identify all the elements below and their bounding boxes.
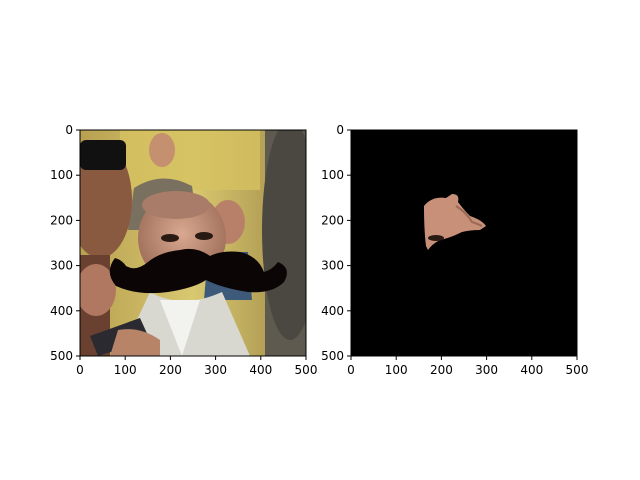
left-ytick-label: 100	[50, 168, 73, 182]
left-xtick-label: 300	[204, 363, 227, 377]
left-ytick-label: 500	[50, 349, 73, 363]
right-xtick-label: 0	[347, 363, 355, 377]
left-xtick-label: 200	[159, 363, 182, 377]
left-ytick-label: 300	[50, 259, 73, 273]
right-ytick-label: 0	[336, 123, 344, 137]
right-ytick-label: 500	[321, 349, 344, 363]
right-ytick-label: 100	[321, 168, 344, 182]
right-axes-frame	[350, 129, 578, 357]
right-mask-image	[351, 130, 577, 356]
right-xtick-label: 100	[385, 363, 408, 377]
right-xtick-label: 400	[520, 363, 543, 377]
right-ytick-label: 300	[321, 259, 344, 273]
left-xtick-label: 400	[249, 363, 272, 377]
right-ytick-label: 200	[321, 213, 344, 227]
left-ytick-label: 0	[65, 123, 73, 137]
right-xtick-label: 300	[475, 363, 498, 377]
right-xtick-label: 200	[430, 363, 453, 377]
left-ytick-label: 400	[50, 304, 73, 318]
left-xtick-label: 100	[114, 363, 137, 377]
mustache-overlay	[109, 248, 287, 294]
right-xtick-label: 500	[566, 363, 589, 377]
left-photo	[80, 130, 306, 356]
left-xtick-label: 500	[295, 363, 318, 377]
left-ytick-label: 200	[50, 213, 73, 227]
left-xtick-label: 0	[76, 363, 84, 377]
left-axes-frame	[79, 129, 307, 357]
right-ytick-label: 400	[321, 304, 344, 318]
